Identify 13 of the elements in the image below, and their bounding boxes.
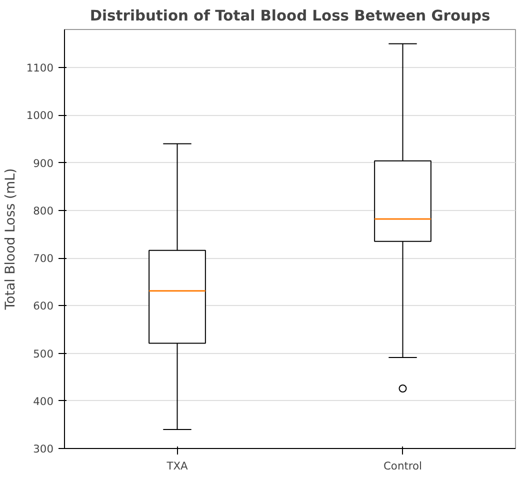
y-tick-label: 1000	[26, 109, 54, 122]
y-axis-title: Total Blood Loss (mL)	[3, 168, 18, 311]
y-tick-label: 300	[33, 442, 54, 456]
x-tick-label: Control	[383, 460, 422, 472]
y-tick-label: 400	[33, 394, 54, 408]
y-tick-label: 800	[33, 204, 54, 218]
y-tick-label: 500	[33, 347, 54, 360]
y-tick-label: 600	[33, 300, 54, 313]
y-tick-label: 900	[33, 156, 54, 170]
y-tick-label: 1100	[26, 62, 54, 75]
chart-title: Distribution of Total Blood Loss Between Groups	[90, 8, 490, 24]
x-tick-label: TXA	[166, 460, 189, 472]
y-tick-label: 700	[33, 252, 54, 266]
